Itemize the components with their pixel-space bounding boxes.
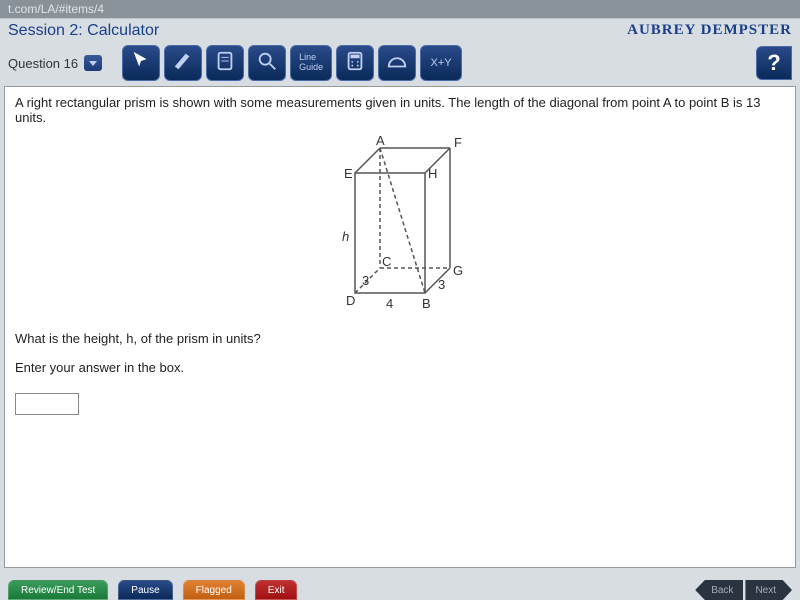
svg-text:E: E [344, 166, 353, 181]
protractor-icon [386, 50, 408, 77]
flag-button[interactable]: Flagged [183, 580, 245, 600]
answer-input[interactable] [15, 393, 79, 415]
svg-text:H: H [428, 166, 437, 181]
pause-button[interactable]: Pause [118, 580, 172, 600]
question-number-label: Question 16 [8, 56, 78, 71]
svg-text:3: 3 [438, 277, 445, 292]
back-button[interactable]: Back [695, 580, 743, 600]
highlighter-tool[interactable] [164, 45, 202, 81]
formula-tool[interactable]: X+Y [420, 45, 462, 81]
help-icon: ? [767, 50, 780, 76]
problem-stem: A right rectangular prism is shown with … [15, 95, 785, 125]
svg-text:C: C [382, 254, 391, 269]
svg-text:4: 4 [386, 296, 393, 311]
line-guide-tool[interactable]: Line Guide [290, 45, 332, 81]
svg-text:3: 3 [362, 273, 369, 288]
header: Session 2: Calculator AUBREY DEMPSTER [0, 18, 800, 42]
question-dropdown[interactable] [84, 55, 102, 71]
svg-text:h: h [342, 229, 349, 244]
footer-nav: Back Next [695, 580, 792, 600]
svg-text:G: G [453, 263, 463, 278]
student-name: AUBREY DEMPSTER [627, 22, 792, 39]
cursor-icon [130, 50, 152, 77]
svg-text:A: A [376, 133, 385, 148]
footer: Review/End Test Pause Flagged Exit Back … [0, 576, 800, 600]
protractor-tool[interactable] [378, 45, 416, 81]
next-button[interactable]: Next [745, 580, 792, 600]
svg-text:F: F [454, 135, 462, 150]
exit-button[interactable]: Exit [255, 580, 298, 600]
review-end-button[interactable]: Review/End Test [8, 580, 108, 600]
magnifier-tool[interactable] [248, 45, 286, 81]
search-icon [256, 50, 278, 77]
prism-diagram: A F E H C G D B h 3 3 4 [15, 133, 785, 323]
content-area: A right rectangular prism is shown with … [4, 86, 796, 568]
highlighter-icon [172, 50, 194, 77]
calculator-tool[interactable] [336, 45, 374, 81]
pointer-tool[interactable] [122, 45, 160, 81]
line-guide-label: Line Guide [299, 53, 323, 73]
help-button[interactable]: ? [756, 46, 792, 80]
svg-text:D: D [346, 293, 355, 308]
url-bar: t.com/LA/#items/4 [0, 0, 800, 18]
question-text: What is the height, h, of the prism in u… [15, 331, 785, 346]
calculator-icon [344, 50, 366, 77]
notepad-icon [214, 50, 236, 77]
toolbar-row: Question 16 Line Guide [0, 42, 800, 86]
toolbar: Line Guide X+Y [122, 45, 462, 81]
session-title: Session 2: Calculator [8, 22, 159, 40]
notepad-tool[interactable] [206, 45, 244, 81]
answer-instruction: Enter your answer in the box. [15, 360, 785, 375]
formula-label: X+Y [431, 57, 452, 69]
svg-text:B: B [422, 296, 431, 311]
